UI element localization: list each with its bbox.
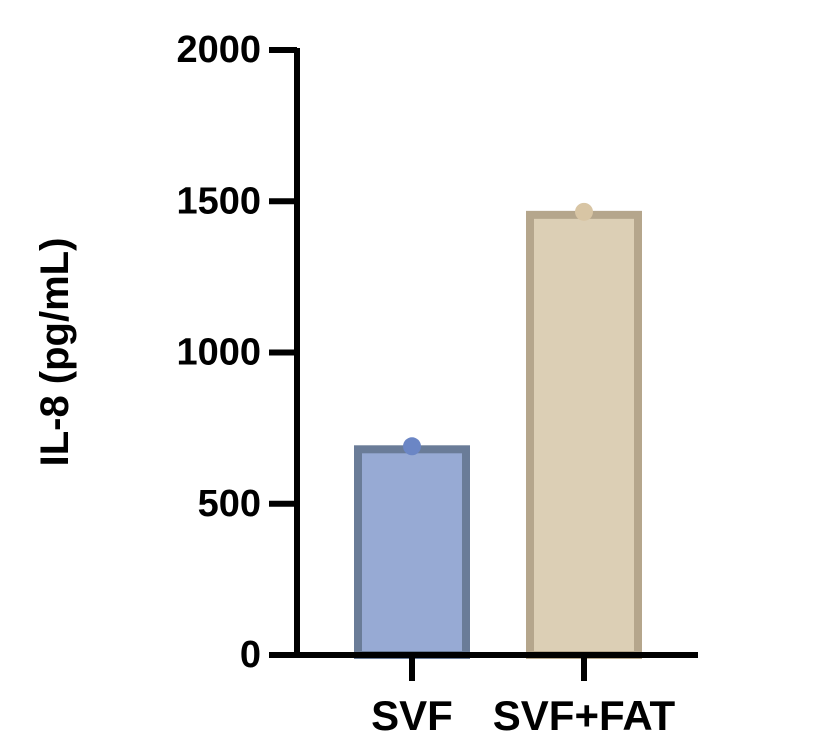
x-category-label-svf: SVF bbox=[371, 692, 453, 739]
bar-svf-fat bbox=[526, 210, 642, 660]
y-tick-label-1500: 1500 bbox=[176, 180, 261, 222]
x-category-label-svf-fat: SVF+FAT bbox=[493, 692, 676, 739]
points-layer bbox=[403, 202, 593, 456]
y-axis-title: IL-8 (pg/mL) bbox=[33, 238, 77, 467]
axes-layer bbox=[269, 47, 698, 681]
labels-layer: 0 500 1000 1500 2000 SVF SVF+FAT bbox=[176, 29, 675, 739]
data-point-svf-fat bbox=[575, 202, 593, 221]
bar-svf bbox=[354, 445, 470, 659]
data-point-svf bbox=[403, 437, 421, 456]
y-tick-label-2000: 2000 bbox=[176, 29, 261, 71]
bars-layer bbox=[354, 210, 642, 660]
y-tick-label-500: 500 bbox=[198, 483, 261, 525]
y-tick-label-0: 0 bbox=[240, 634, 261, 676]
y-tick-label-1000: 1000 bbox=[176, 332, 261, 374]
